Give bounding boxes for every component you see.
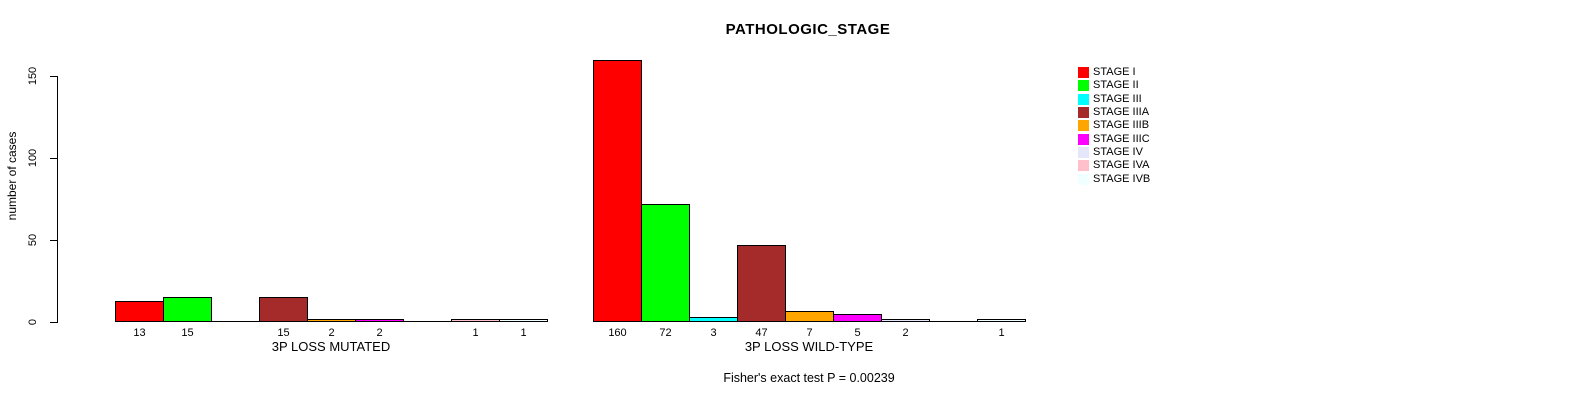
legend-label: STAGE I <box>1093 66 1136 79</box>
bar-3p-loss-wild-type-stage-iv <box>881 319 930 322</box>
bar-3p-loss-wild-type-stage-ivb <box>977 319 1026 322</box>
bar-3p-loss-mutated-stage-iiib <box>307 319 356 322</box>
legend-label: STAGE IIIC <box>1093 132 1150 145</box>
legend-swatch <box>1078 146 1089 158</box>
bar-value-label: 2 <box>376 327 383 339</box>
bar-value-label: 13 <box>133 327 146 339</box>
y-tick <box>50 240 57 241</box>
legend-item-stage-i: STAGE I <box>1078 66 1150 79</box>
legend-item-stage-iv: STAGE IV <box>1078 146 1150 159</box>
bar-value-label: 160 <box>608 327 627 339</box>
bar-value-label: 72 <box>659 327 672 339</box>
legend-swatch <box>1078 173 1089 185</box>
y-axis-label: number of cases <box>5 131 19 221</box>
legend-item-stage-iva: STAGE IVA <box>1078 159 1150 172</box>
bar-3p-loss-wild-type-stage-iiic <box>833 314 882 322</box>
legend-label: STAGE IIIB <box>1093 119 1150 132</box>
bar-value-label: 47 <box>755 327 768 339</box>
bar-3p-loss-mutated-stage-iva <box>451 319 500 322</box>
legend-swatch <box>1078 67 1089 79</box>
bar-3p-loss-wild-type-stage-ii <box>641 204 690 322</box>
bar-3p-loss-mutated-stage-iv <box>403 321 452 322</box>
bar-value-label: 3 <box>710 327 717 339</box>
bar-value-label: 7 <box>806 327 813 339</box>
y-tick-label: 100 <box>27 148 39 168</box>
y-tick-label: 0 <box>27 318 39 326</box>
legend-label: STAGE IVA <box>1093 159 1150 172</box>
bar-3p-loss-mutated-stage-ivb <box>499 319 548 322</box>
y-tick-label: 50 <box>27 233 39 247</box>
y-tick <box>50 322 57 323</box>
bar-value-label: 2 <box>902 327 909 339</box>
group-label-3p-loss-mutated: 3P LOSS MUTATED <box>271 339 391 354</box>
bar-value-label: 2 <box>328 327 335 339</box>
bar-value-label: 15 <box>277 327 290 339</box>
y-axis-line <box>57 76 58 323</box>
fisher-test-annotation: Fisher's exact test P = 0.00239 <box>723 371 895 385</box>
bar-3p-loss-mutated-stage-iii <box>211 321 260 322</box>
legend-label: STAGE II <box>1093 79 1139 92</box>
bar-3p-loss-mutated-stage-ii <box>163 297 212 322</box>
chart-title: PATHOLOGIC_STAGE <box>725 21 891 38</box>
legend-swatch <box>1078 160 1089 172</box>
y-tick <box>50 158 57 159</box>
bar-value-label: 1 <box>998 327 1005 339</box>
legend-item-stage-iiic: STAGE IIIC <box>1078 132 1150 145</box>
legend-item-stage-ii: STAGE II <box>1078 79 1150 92</box>
bar-value-label: 5 <box>854 327 861 339</box>
legend: STAGE I STAGE II STAGE III STAGE IIIA STAGE … <box>1078 66 1150 186</box>
legend-swatch <box>1078 93 1089 105</box>
legend-swatch <box>1078 120 1089 132</box>
group-label-3p-loss-wild-type: 3P LOSS WILD-TYPE <box>744 339 874 354</box>
legend-swatch <box>1078 107 1089 119</box>
legend-label: STAGE IIIA <box>1093 106 1150 119</box>
legend-swatch <box>1078 80 1089 92</box>
bar-3p-loss-mutated-stage-i <box>115 301 164 322</box>
bar-3p-loss-wild-type-stage-iiib <box>785 311 834 322</box>
legend-item-stage-iiib: STAGE IIIB <box>1078 119 1150 132</box>
bar-3p-loss-wild-type-stage-iiia <box>737 245 786 322</box>
legend-item-stage-iiia: STAGE IIIA <box>1078 106 1150 119</box>
bar-3p-loss-mutated-stage-iiic <box>355 319 404 322</box>
legend-label: STAGE III <box>1093 92 1142 105</box>
legend-label: STAGE IVB <box>1093 172 1151 185</box>
bar-value-label: 15 <box>181 327 194 339</box>
legend-swatch <box>1078 133 1089 145</box>
y-tick-label: 150 <box>27 66 39 86</box>
legend-label: STAGE IV <box>1093 145 1143 158</box>
bar-value-label: 1 <box>472 327 479 339</box>
bar-3p-loss-wild-type-stage-i <box>593 60 642 322</box>
bar-value-label: 1 <box>520 327 527 339</box>
legend-item-stage-ivb: STAGE IVB <box>1078 172 1150 185</box>
bar-3p-loss-mutated-stage-iiia <box>259 297 308 322</box>
y-tick <box>50 76 57 77</box>
bar-3p-loss-wild-type-stage-iva <box>929 321 978 322</box>
bar-3p-loss-wild-type-stage-iii <box>689 317 738 322</box>
legend-item-stage-iii: STAGE III <box>1078 93 1150 106</box>
